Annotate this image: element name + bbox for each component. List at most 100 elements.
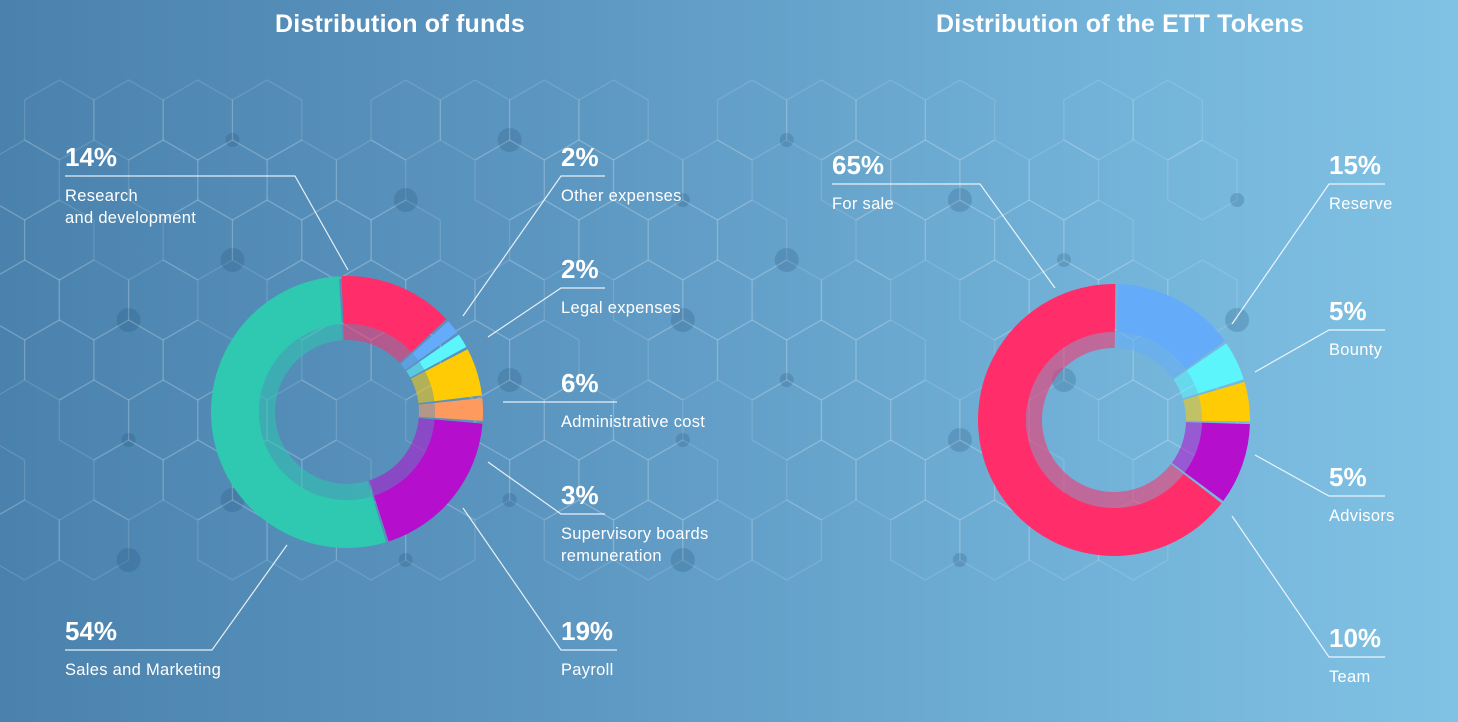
leader-line-other-expenses — [462, 175, 605, 317]
hexagon-decoration — [820, 259, 892, 341]
hexagon-decoration — [439, 79, 511, 161]
slice-inner-sales-and-marketing — [259, 324, 373, 500]
donut-segments — [978, 284, 1250, 556]
leader-line-team — [1231, 515, 1385, 658]
hexagon-node-decoration — [1225, 308, 1250, 332]
hexagon-decoration — [890, 379, 961, 461]
slice-payroll — [373, 419, 483, 542]
hexagon-decoration — [0, 499, 60, 581]
hexagon-decoration — [197, 139, 268, 221]
slice-inner-team — [1171, 422, 1202, 473]
hexagon-decoration — [578, 439, 649, 521]
hexagon-decoration — [508, 319, 580, 401]
hexagon-decoration — [370, 79, 441, 161]
hexagon-decoration — [127, 379, 199, 461]
hexagon-decoration — [58, 379, 130, 461]
hexagon-decoration — [1063, 199, 1134, 281]
value-label-legal-expenses: 2% — [561, 254, 599, 284]
hexagon-node-decoration — [497, 368, 522, 392]
slice-inner-other-expenses — [400, 353, 419, 370]
hexagon-decoration — [647, 319, 719, 401]
hexagon-node-decoration — [502, 493, 517, 507]
hexagon-node-decoration — [947, 188, 972, 212]
hexagon-decoration — [474, 259, 545, 341]
hexagon-node-decoration — [779, 133, 794, 147]
hexagon-decoration — [0, 259, 60, 341]
hexagon-decoration — [855, 199, 926, 281]
hexagon-decoration — [370, 199, 441, 281]
callouts: 14% Research and development 2% Other expens… — [65, 142, 709, 679]
hexagon-decoration — [751, 499, 823, 581]
hexagon-node-decoration — [774, 248, 799, 272]
callouts: 15% Reserve 5% Bounty 5% Advisors 10% Team 65% Fo… — [832, 150, 1394, 686]
slice-other-expenses — [412, 321, 458, 361]
hexagon-decoration — [23, 199, 95, 281]
hexagon-decoration — [820, 139, 892, 221]
hexagon-node-decoration — [670, 308, 695, 332]
hexagon-node-decoration — [220, 248, 245, 272]
hexagon-decoration — [855, 439, 926, 521]
hexagon-decoration — [127, 139, 199, 221]
slice-bounty — [1186, 343, 1244, 394]
hexagon-decoration — [682, 139, 753, 221]
hexagon-decoration — [23, 79, 95, 161]
tokens-chart-title: Distribution of the ETT Tokens — [935, 10, 1305, 38]
hexagon-decoration — [58, 499, 130, 581]
value-label-reserve: 15% — [1329, 150, 1381, 180]
hexagon-node-decoration — [220, 488, 245, 512]
hexagon-decoration — [0, 445, 26, 515]
value-label-for-sale: 65% — [832, 150, 884, 180]
category-label-legal-expenses: Legal expenses — [561, 299, 681, 317]
value-label-other-expenses: 2% — [561, 142, 599, 172]
hexagon-decoration — [578, 199, 649, 281]
hexagon-decoration — [1028, 139, 1100, 221]
slice-inner-legal-expenses — [406, 361, 425, 378]
hexagon-decoration — [993, 199, 1065, 281]
value-label-supervisory-boards-remuneration: 3% — [561, 480, 599, 510]
hexagon-decoration — [820, 379, 892, 461]
hexagon-decoration — [162, 79, 234, 161]
slice-for-sale — [978, 284, 1222, 556]
hexagon-node-decoration — [116, 548, 141, 572]
leader-line-for-sale — [832, 183, 1056, 289]
hexagon-decoration — [23, 319, 95, 401]
category-label-supervisory-boards-remuneration: Supervisory boards — [561, 525, 709, 543]
hexagon-decoration — [93, 79, 164, 161]
hexagon-node-decoration — [1230, 193, 1245, 207]
hexagon-node-decoration — [116, 308, 141, 332]
category-label-reserve: Reserve — [1329, 195, 1393, 213]
slice-inner-reserve — [1116, 332, 1186, 379]
hexagon-decoration — [1097, 379, 1169, 461]
hexagon-decoration — [0, 325, 26, 395]
slice-inner-supervisory-boards-remuneration — [418, 402, 435, 418]
hexagon-decoration — [855, 79, 926, 161]
hexagon-decoration — [959, 139, 1030, 221]
slice-inner-payroll — [369, 418, 435, 496]
hexagon-decoration — [58, 259, 130, 341]
hexagon-decoration — [0, 205, 26, 275]
category-label-research-and-development: and development — [65, 209, 196, 227]
value-label-team: 10% — [1329, 623, 1381, 653]
hexagon-decoration — [751, 379, 823, 461]
hexagon-decoration — [508, 79, 580, 161]
slice-inner-advisors — [1183, 395, 1202, 421]
hexagon-decoration — [0, 139, 60, 221]
leader-line-advisors — [1254, 454, 1385, 497]
category-label-other-expenses: Other expenses — [561, 187, 682, 205]
hexagon-decoration — [266, 139, 338, 221]
value-label-bounty: 5% — [1329, 296, 1367, 326]
hexagon-decoration — [612, 379, 684, 461]
slice-inner-research-and-development — [343, 324, 412, 363]
hexagon-decoration — [231, 199, 303, 281]
hexagon-node-decoration — [952, 553, 967, 567]
donut-segments — [211, 276, 484, 548]
hexagon-decoration — [543, 139, 615, 221]
slice-reserve — [1116, 284, 1225, 369]
slice-supervisory-boards-remuneration — [434, 398, 484, 421]
hexagon-decoration — [682, 499, 753, 581]
hexagon-decoration — [543, 379, 615, 461]
hexagon-node-decoration — [675, 193, 690, 207]
hexagon-decoration — [612, 499, 684, 581]
hexagon-decoration — [335, 139, 407, 221]
leader-line-sales-and-marketing — [65, 544, 288, 651]
